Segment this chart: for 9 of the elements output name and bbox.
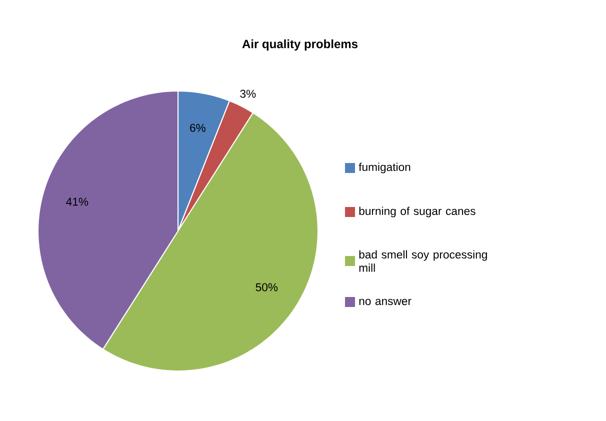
legend-label: fumigation (358, 162, 410, 174)
data-label: 3% (240, 90, 256, 98)
data-label: 6% (190, 124, 206, 132)
legend-label: burning of sugar canes (359, 206, 476, 218)
chart-title: Air quality problems (242, 39, 358, 51)
data-label: 50% (256, 283, 278, 292)
data-label: 41% (66, 198, 88, 206)
legend-label: bad smell soy processing mill (359, 250, 487, 272)
legend-label: no answer (359, 298, 412, 306)
